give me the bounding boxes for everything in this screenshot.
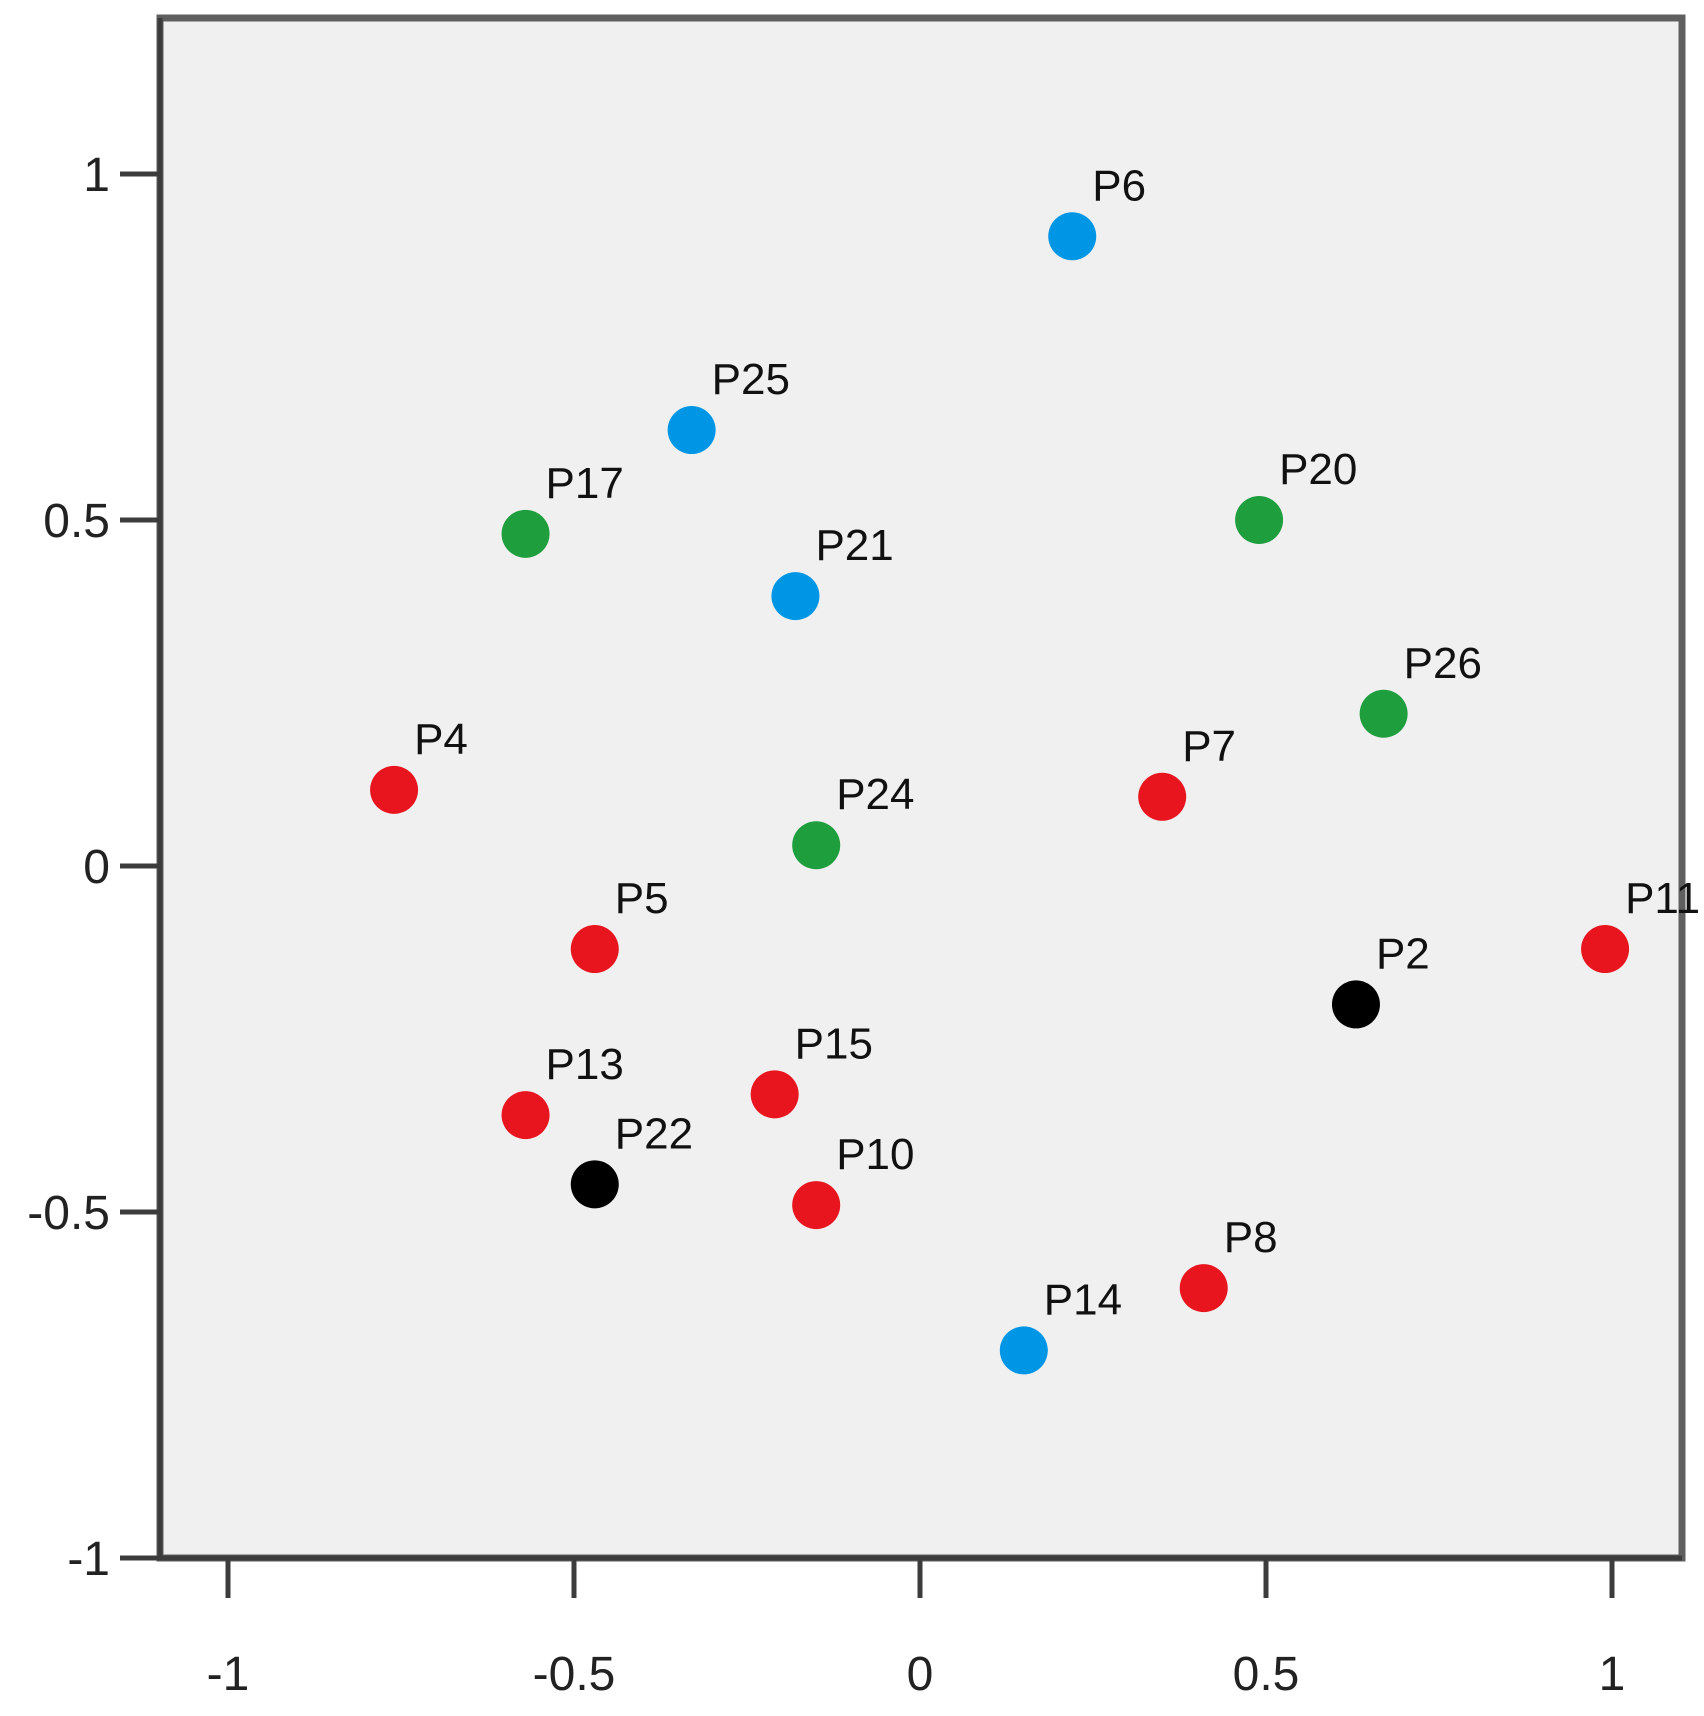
x-tick-label: 0 — [907, 1648, 934, 1701]
y-tick-label: -1 — [67, 1533, 110, 1586]
point-label-p11: P11 — [1625, 874, 1700, 923]
y-tick-label: 0.5 — [43, 495, 110, 548]
y-tick-label: -0.5 — [27, 1187, 110, 1240]
point-label-p6: P6 — [1092, 161, 1146, 210]
point-label-p21: P21 — [815, 521, 893, 570]
point-label-p15: P15 — [795, 1019, 873, 1068]
point-labels: P6 P25 P17 P20 P21 P26 P4 P7 P24 P5 P11 P2 P15 P13 P22… — [414, 161, 1700, 1324]
data-point-p7 — [1138, 772, 1187, 821]
point-label-p25: P25 — [712, 355, 790, 404]
data-point-p17 — [501, 509, 550, 558]
point-label-p2: P2 — [1376, 929, 1430, 978]
point-label-p4: P4 — [414, 715, 468, 764]
point-label-p20: P20 — [1279, 445, 1357, 494]
y-axis: 1 0.5 0 -0.5 -1 — [27, 18, 163, 1586]
data-point-p6 — [1048, 212, 1097, 261]
point-label-p24: P24 — [836, 770, 914, 819]
point-label-p26: P26 — [1404, 639, 1482, 688]
data-point-p2 — [1331, 980, 1380, 1029]
data-point-p21 — [771, 572, 820, 621]
x-tick-label: -1 — [207, 1648, 250, 1701]
point-label-p7: P7 — [1182, 722, 1236, 771]
data-point-p5 — [570, 925, 619, 974]
point-label-p5: P5 — [615, 874, 669, 923]
point-label-p13: P13 — [546, 1040, 624, 1089]
data-point-p20 — [1235, 496, 1284, 544]
data-point-p26 — [1359, 689, 1408, 738]
data-points — [370, 212, 1630, 1375]
data-point-p13 — [501, 1091, 550, 1140]
y-tick-label: 1 — [83, 149, 110, 202]
data-point-p14 — [999, 1326, 1048, 1375]
data-point-p15 — [750, 1070, 799, 1119]
x-axis: -1 -0.5 0 0.5 1 — [120, 1555, 1682, 1701]
point-label-p10: P10 — [836, 1130, 914, 1179]
point-label-p17: P17 — [546, 459, 624, 508]
data-point-p4 — [370, 765, 419, 814]
data-point-p25 — [667, 406, 716, 455]
x-tick-label: 0.5 — [1233, 1648, 1300, 1701]
point-label-p22: P22 — [615, 1109, 693, 1158]
data-point-p11 — [1581, 925, 1630, 974]
data-point-p10 — [792, 1181, 841, 1230]
data-point-p24 — [792, 821, 841, 870]
y-tick-label: 0 — [83, 841, 110, 894]
x-tick-label: -0.5 — [533, 1648, 616, 1701]
point-label-p14: P14 — [1044, 1275, 1122, 1324]
data-point-p8 — [1179, 1264, 1228, 1313]
point-label-p8: P8 — [1224, 1213, 1278, 1262]
x-tick-label: 1 — [1599, 1648, 1626, 1701]
data-point-p22 — [570, 1160, 619, 1209]
